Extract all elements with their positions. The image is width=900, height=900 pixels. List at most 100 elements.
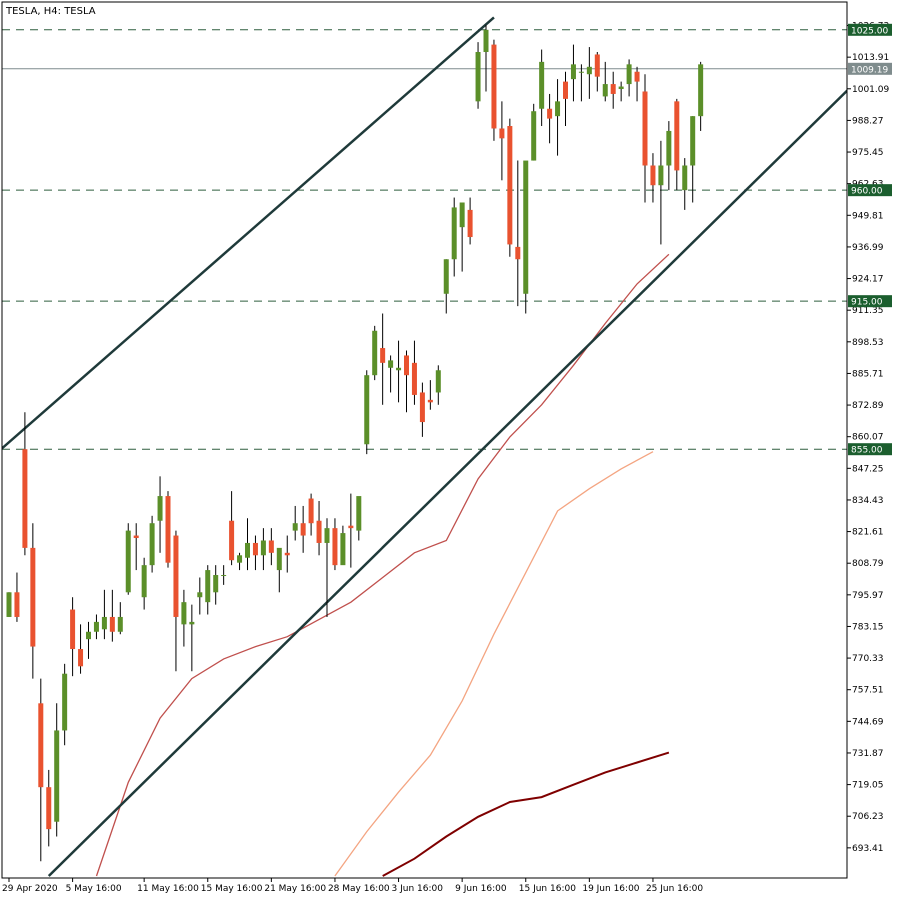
candle-body <box>109 616 115 632</box>
candle[interactable] <box>300 505 306 553</box>
candle[interactable] <box>690 116 696 203</box>
candle[interactable] <box>252 535 258 571</box>
candle[interactable] <box>563 71 568 127</box>
plot-area[interactable] <box>1 16 891 877</box>
candle[interactable] <box>491 39 497 141</box>
candle[interactable] <box>467 197 473 245</box>
candle[interactable] <box>682 158 688 210</box>
candle[interactable] <box>6 592 12 617</box>
candle[interactable] <box>165 491 171 568</box>
candle[interactable] <box>101 589 107 640</box>
candle[interactable] <box>157 476 163 553</box>
candle[interactable] <box>356 496 362 541</box>
candle[interactable] <box>459 202 465 272</box>
candle[interactable] <box>197 577 203 615</box>
candle[interactable] <box>475 42 481 109</box>
candle[interactable] <box>507 118 513 257</box>
candle[interactable] <box>205 565 211 615</box>
candle[interactable] <box>260 528 266 571</box>
candle[interactable] <box>443 259 449 314</box>
candle[interactable] <box>133 523 139 571</box>
candle[interactable] <box>46 769 52 847</box>
candle[interactable] <box>324 518 330 617</box>
candle[interactable] <box>292 505 298 541</box>
candle[interactable] <box>316 501 322 556</box>
candle[interactable] <box>634 66 640 102</box>
candle[interactable] <box>586 47 592 99</box>
candle[interactable] <box>650 153 656 203</box>
candle[interactable] <box>419 382 425 437</box>
candle[interactable] <box>388 355 394 393</box>
candle[interactable] <box>451 197 457 277</box>
candle[interactable] <box>141 557 147 610</box>
candle[interactable] <box>78 624 84 674</box>
candle[interactable] <box>578 64 584 102</box>
candle[interactable] <box>411 340 417 405</box>
candle[interactable] <box>523 160 529 314</box>
candle[interactable] <box>173 530 179 672</box>
candle[interactable] <box>30 523 36 679</box>
candle[interactable] <box>38 678 44 862</box>
candle[interactable] <box>372 325 378 381</box>
candle[interactable] <box>22 412 28 556</box>
candle[interactable] <box>602 61 608 102</box>
candle[interactable] <box>515 160 521 307</box>
candle-body <box>578 71 584 73</box>
candle[interactable] <box>547 93 553 144</box>
x-tick-label: 28 May 16:00 <box>328 884 390 894</box>
candle[interactable] <box>404 350 409 413</box>
candle[interactable] <box>642 74 648 203</box>
candle-body <box>443 259 449 294</box>
price-axis: 1026.731013.911001.09988.27975.45962.639… <box>1 1 892 879</box>
candle[interactable] <box>483 24 489 92</box>
candle[interactable] <box>594 52 600 92</box>
candle-body <box>491 44 497 129</box>
candle[interactable] <box>70 597 76 677</box>
candle-body <box>626 64 632 85</box>
candle[interactable] <box>698 61 704 131</box>
candle[interactable] <box>221 565 227 585</box>
candle[interactable] <box>380 313 386 405</box>
candle[interactable] <box>181 589 187 647</box>
candle[interactable] <box>618 81 624 102</box>
candle[interactable] <box>499 101 505 181</box>
candle[interactable] <box>245 518 250 571</box>
candle[interactable] <box>149 515 155 573</box>
candle[interactable] <box>610 71 616 109</box>
candle[interactable] <box>117 602 123 635</box>
candle[interactable] <box>229 491 235 566</box>
candle[interactable] <box>364 370 370 455</box>
candle[interactable] <box>348 493 354 568</box>
candle[interactable] <box>396 340 402 403</box>
candle[interactable] <box>555 79 561 156</box>
candle-body <box>531 111 537 161</box>
candle[interactable] <box>626 59 632 97</box>
candle[interactable] <box>531 103 537 161</box>
candle[interactable] <box>109 589 115 642</box>
candle[interactable] <box>332 518 338 571</box>
candle[interactable] <box>86 621 91 659</box>
candle[interactable] <box>340 525 346 566</box>
candle[interactable] <box>14 572 20 622</box>
candle[interactable] <box>268 528 274 566</box>
candle[interactable] <box>276 547 282 593</box>
candle[interactable] <box>674 98 680 191</box>
candle[interactable] <box>427 380 433 410</box>
candle[interactable] <box>125 523 131 595</box>
candle[interactable] <box>213 565 219 605</box>
candle-body <box>173 535 179 617</box>
candle[interactable] <box>284 535 290 573</box>
candle[interactable] <box>570 44 576 102</box>
candle[interactable] <box>93 614 99 640</box>
candle[interactable] <box>539 49 545 127</box>
candle[interactable] <box>658 140 664 245</box>
candle[interactable] <box>666 121 672 191</box>
candle[interactable] <box>308 493 314 536</box>
candle-body <box>14 592 20 617</box>
candle[interactable] <box>62 663 68 746</box>
candle[interactable] <box>189 604 195 672</box>
candle[interactable] <box>54 703 60 837</box>
candle[interactable] <box>237 552 243 571</box>
candle[interactable] <box>435 365 441 405</box>
